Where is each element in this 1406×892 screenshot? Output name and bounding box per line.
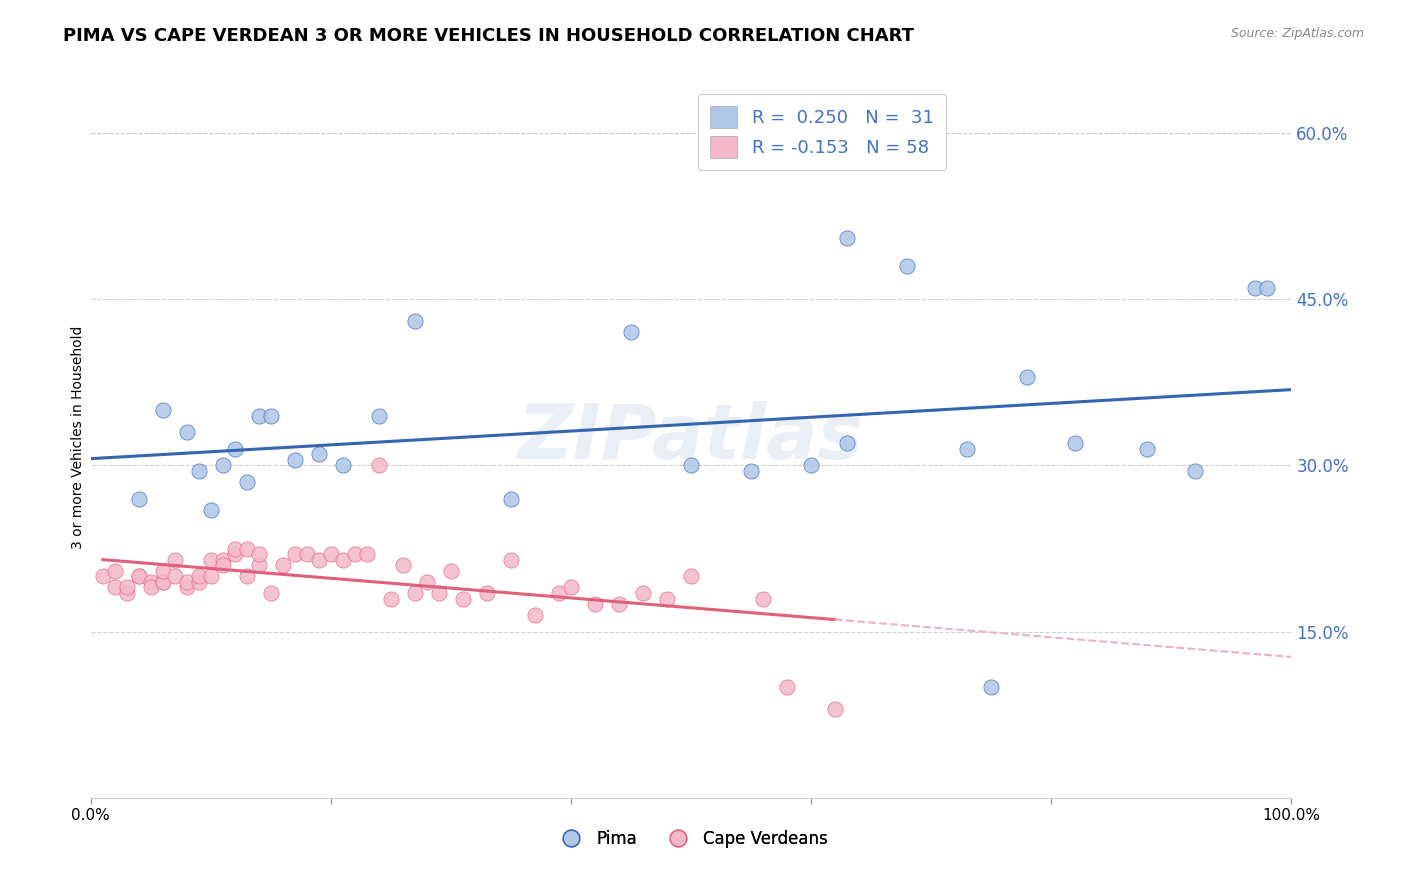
Point: [152, 403, 174, 417]
Point: [740, 464, 762, 478]
Point: [824, 702, 846, 716]
Point: [212, 552, 235, 566]
Point: [115, 581, 138, 595]
Point: [163, 569, 186, 583]
Point: [224, 541, 246, 556]
Point: [451, 591, 474, 606]
Point: [956, 442, 979, 456]
Point: [236, 541, 259, 556]
Point: [308, 447, 330, 461]
Point: [343, 547, 366, 561]
Point: [1244, 281, 1267, 295]
Point: [607, 597, 630, 611]
Point: [224, 547, 246, 561]
Point: [404, 314, 426, 328]
Point: [139, 574, 162, 589]
Point: [187, 574, 209, 589]
Point: [560, 581, 582, 595]
Point: [128, 569, 150, 583]
Point: [427, 586, 450, 600]
Point: [1064, 436, 1087, 450]
Point: [200, 552, 222, 566]
Point: [980, 680, 1002, 694]
Point: [332, 458, 354, 473]
Point: [896, 259, 918, 273]
Point: [308, 552, 330, 566]
Point: [260, 586, 283, 600]
Point: [319, 547, 342, 561]
Point: [380, 591, 402, 606]
Point: [284, 547, 307, 561]
Point: [260, 409, 283, 423]
Text: PIMA VS CAPE VERDEAN 3 OR MORE VEHICLES IN HOUSEHOLD CORRELATION CHART: PIMA VS CAPE VERDEAN 3 OR MORE VEHICLES …: [63, 27, 914, 45]
Point: [247, 409, 270, 423]
Point: [284, 453, 307, 467]
Point: [176, 425, 198, 440]
Point: [776, 680, 799, 694]
Point: [524, 608, 547, 623]
Point: [1136, 442, 1159, 456]
Point: [356, 547, 378, 561]
Point: [548, 586, 571, 600]
Point: [631, 586, 654, 600]
Point: [620, 326, 643, 340]
Point: [152, 574, 174, 589]
Point: [499, 491, 522, 506]
Point: [368, 409, 391, 423]
Point: [1184, 464, 1206, 478]
Point: [236, 475, 259, 489]
Point: [152, 574, 174, 589]
Point: [681, 569, 703, 583]
Point: [271, 558, 294, 573]
Point: [152, 564, 174, 578]
Point: [128, 569, 150, 583]
Point: [176, 574, 198, 589]
Point: [295, 547, 318, 561]
Point: [200, 569, 222, 583]
Point: [115, 586, 138, 600]
Point: [583, 597, 606, 611]
Point: [224, 442, 246, 456]
Point: [440, 564, 463, 578]
Y-axis label: 3 or more Vehicles in Household: 3 or more Vehicles in Household: [72, 326, 86, 549]
Legend: Pima, Cape Verdeans: Pima, Cape Verdeans: [547, 823, 835, 855]
Point: [837, 436, 859, 450]
Point: [104, 564, 127, 578]
Point: [139, 581, 162, 595]
Point: [475, 586, 498, 600]
Point: [212, 458, 235, 473]
Text: Source: ZipAtlas.com: Source: ZipAtlas.com: [1230, 27, 1364, 40]
Point: [247, 547, 270, 561]
Point: [128, 491, 150, 506]
Point: [187, 569, 209, 583]
Point: [91, 569, 114, 583]
Point: [404, 586, 426, 600]
Point: [681, 458, 703, 473]
Point: [368, 458, 391, 473]
Text: ZIPatlas: ZIPatlas: [519, 401, 865, 475]
Point: [392, 558, 415, 573]
Point: [1017, 369, 1039, 384]
Point: [236, 569, 259, 583]
Point: [163, 552, 186, 566]
Point: [416, 574, 439, 589]
Point: [212, 558, 235, 573]
Point: [752, 591, 775, 606]
Point: [1256, 281, 1278, 295]
Point: [655, 591, 678, 606]
Point: [200, 503, 222, 517]
Point: [104, 581, 127, 595]
Point: [247, 558, 270, 573]
Point: [499, 552, 522, 566]
Point: [176, 581, 198, 595]
Point: [332, 552, 354, 566]
Point: [837, 231, 859, 245]
Point: [187, 464, 209, 478]
Point: [800, 458, 823, 473]
